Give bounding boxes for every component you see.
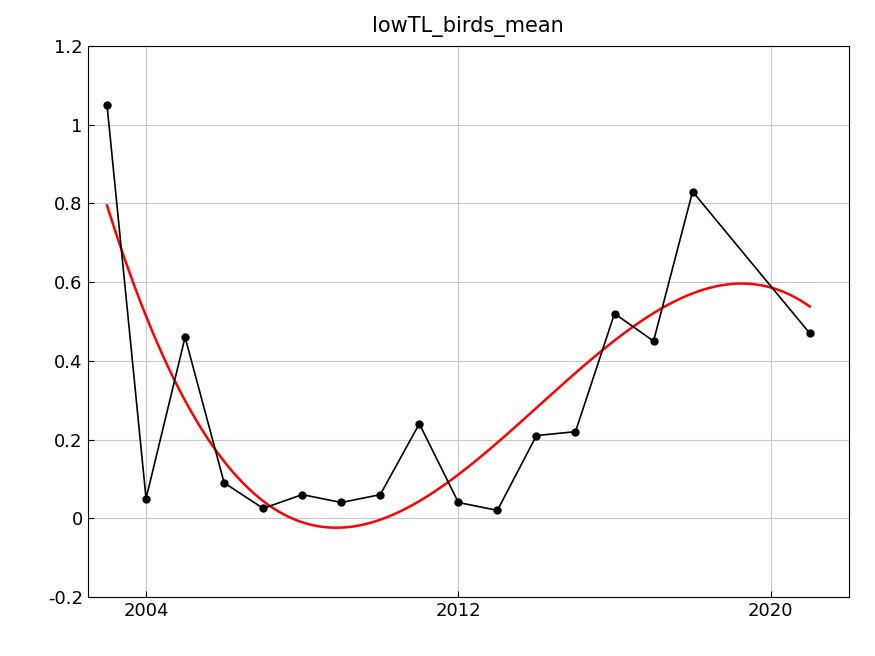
Title: lowTL_birds_mean: lowTL_birds_mean bbox=[372, 16, 564, 37]
